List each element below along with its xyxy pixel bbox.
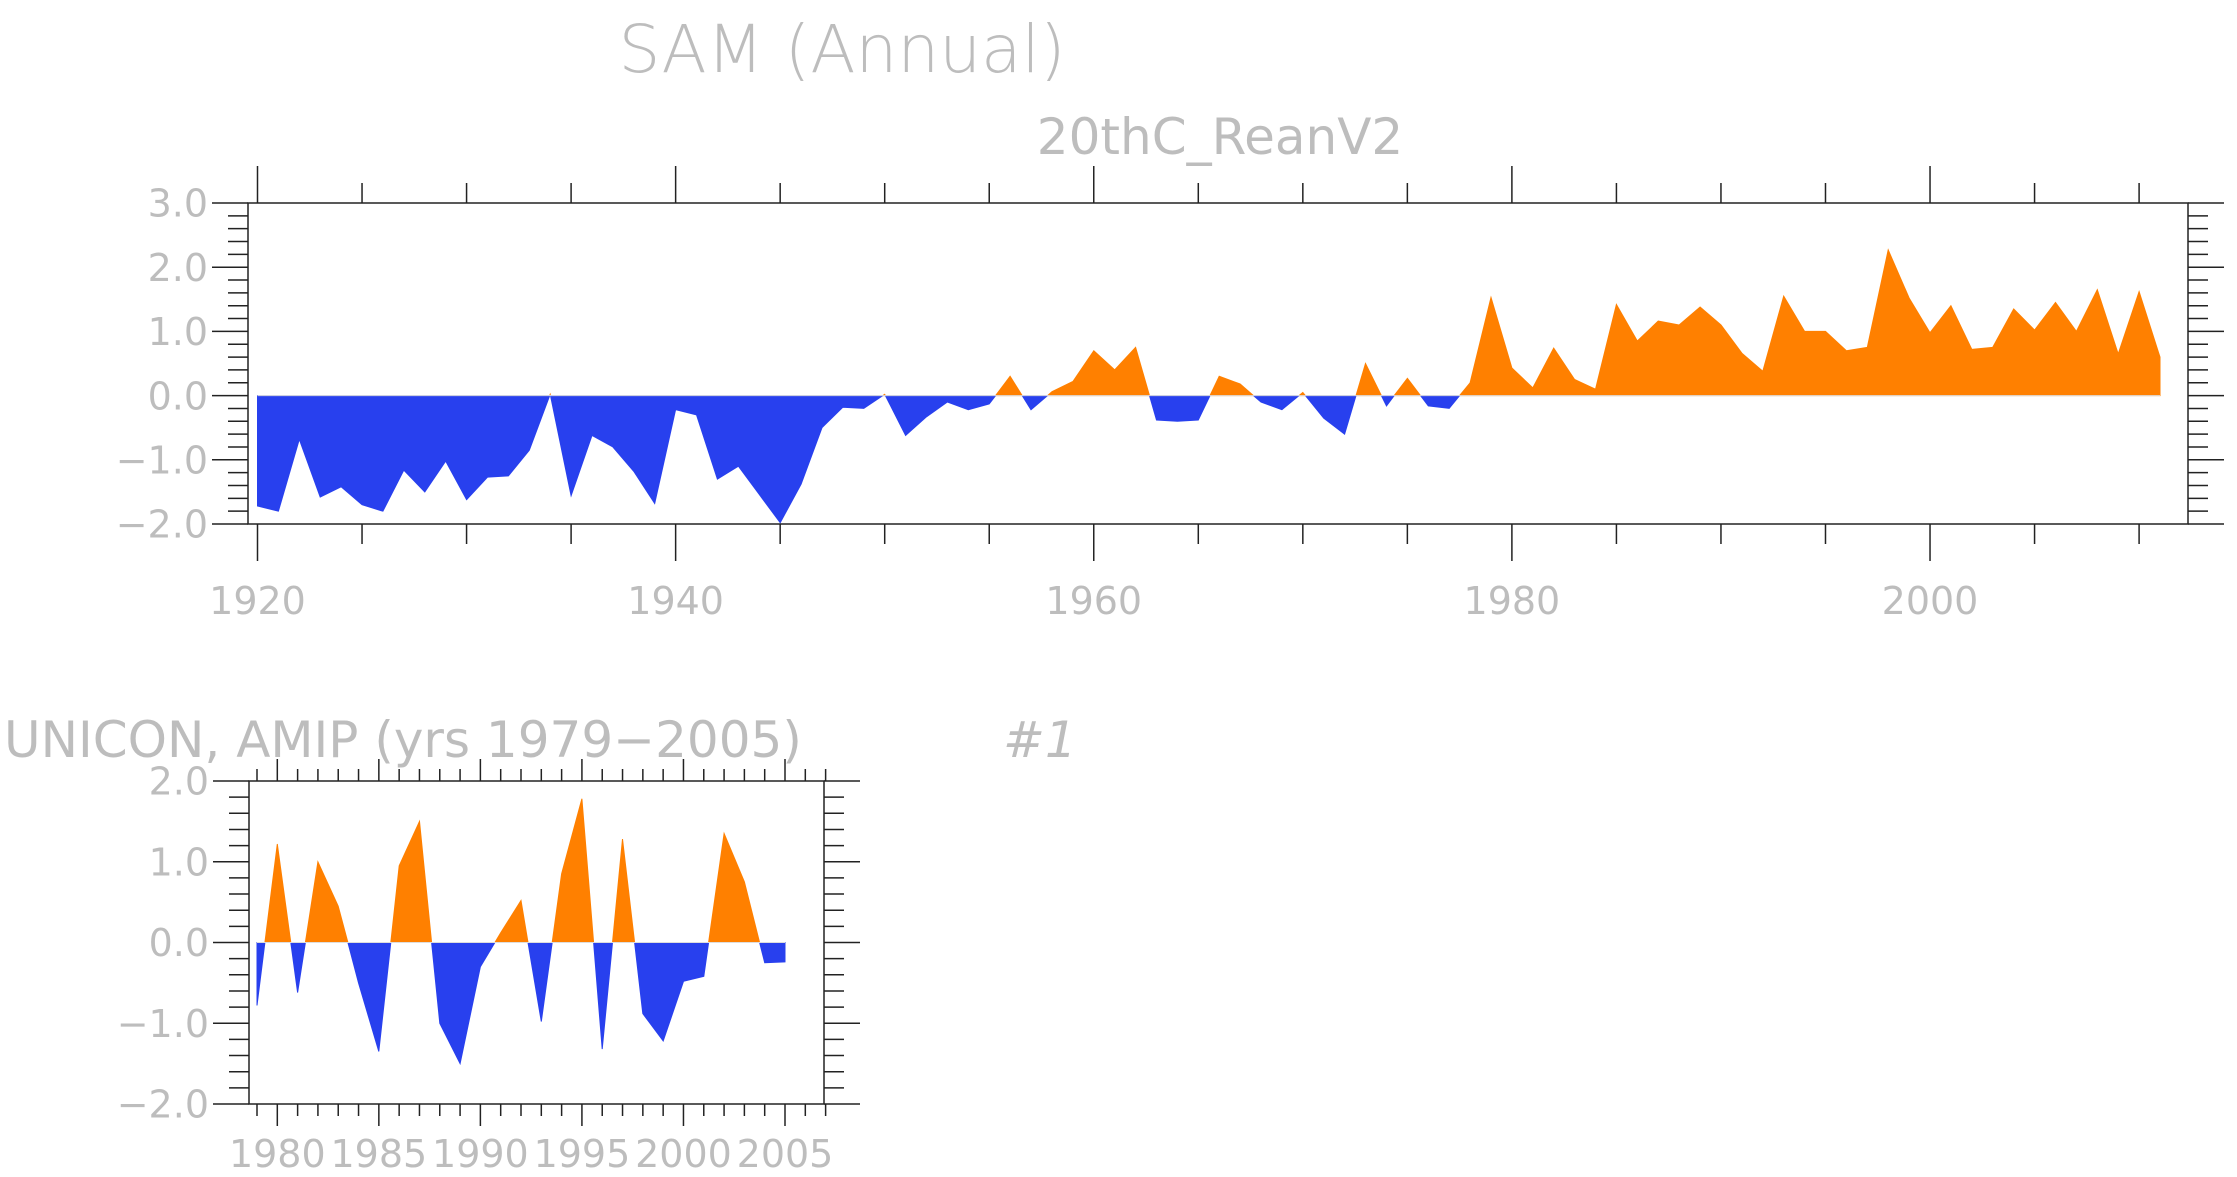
negative-area — [257, 395, 551, 512]
y-tick-label: 2.0 — [149, 760, 209, 804]
negative-area — [347, 942, 392, 1052]
x-tick-label: 1940 — [627, 579, 724, 623]
panel2-label: #1 — [1003, 711, 1077, 769]
figure-subtitle: 20thC_ReanV2 — [1037, 108, 1403, 166]
x-tick-label: 2000 — [1882, 579, 1979, 623]
positive-area — [1355, 362, 1383, 397]
plot-frame — [247, 202, 2189, 525]
negative-area — [527, 942, 553, 1022]
x-tick-label: 2005 — [737, 1132, 834, 1176]
chart-unicon-amip: −2.0 −1.0 0.0 1.0 2.0 1980 1985 1990 1995 2000 200… — [117, 759, 860, 1176]
negative-area — [758, 942, 786, 964]
negative-area — [290, 942, 306, 993]
y-tick-label: 2.0 — [148, 246, 208, 290]
y-tick-label: −2.0 — [116, 503, 208, 547]
x-tick-label: 2000 — [635, 1132, 732, 1176]
positive-area — [708, 831, 761, 943]
x-tick-label: 1990 — [432, 1132, 529, 1176]
negative-area — [1304, 395, 1357, 435]
negative-area — [256, 942, 266, 1006]
negative-area — [431, 942, 496, 1066]
positive-area — [1046, 346, 1151, 397]
positive-area — [494, 899, 529, 943]
negative-area — [1148, 395, 1211, 422]
y-tick-label: 0.0 — [149, 921, 209, 965]
positive-area — [304, 860, 349, 943]
chart-20thc-reanv2: −2.0 −1.0 0.0 1.0 2.0 3.0 1920 1940 1960 1980 2000 — [116, 166, 2224, 623]
positive-area — [994, 375, 1024, 397]
y-tick-label: −1.0 — [116, 438, 208, 482]
positive-area — [551, 798, 595, 943]
x-tick-label: 1995 — [534, 1132, 631, 1176]
x-tick-label: 1960 — [1045, 579, 1142, 623]
y-tick-label: 3.0 — [148, 182, 208, 226]
x-tick-label: 1920 — [209, 579, 306, 623]
positive-area — [264, 843, 292, 943]
x-tick-label: 1980 — [1464, 579, 1561, 623]
negative-area — [549, 395, 885, 524]
y-tick-label: −1.0 — [117, 1002, 209, 1046]
negative-area — [1252, 395, 1301, 411]
y-tick-label: 0.0 — [148, 374, 208, 418]
positive-area — [1209, 375, 1255, 397]
figure-title: SAM (Annual) — [618, 11, 1065, 88]
negative-area — [1380, 395, 1396, 407]
x-tick-label: 1980 — [229, 1132, 326, 1176]
negative-area — [593, 942, 614, 1050]
panel2-title: UNICON, AMIP (yrs 1979−2005) — [4, 711, 802, 769]
negative-area — [884, 395, 997, 437]
y-tick-label: 1.0 — [148, 310, 208, 354]
positive-area — [1393, 377, 1422, 397]
y-tick-label: −2.0 — [117, 1083, 209, 1127]
negative-area — [1021, 395, 1049, 411]
positive-area — [390, 819, 433, 943]
positive-area — [611, 839, 636, 943]
positive-area — [1458, 248, 2161, 397]
negative-area — [634, 942, 710, 1043]
x-tick-label: 1985 — [330, 1132, 427, 1176]
y-tick-label: 1.0 — [149, 840, 209, 884]
negative-area — [1419, 395, 1461, 409]
